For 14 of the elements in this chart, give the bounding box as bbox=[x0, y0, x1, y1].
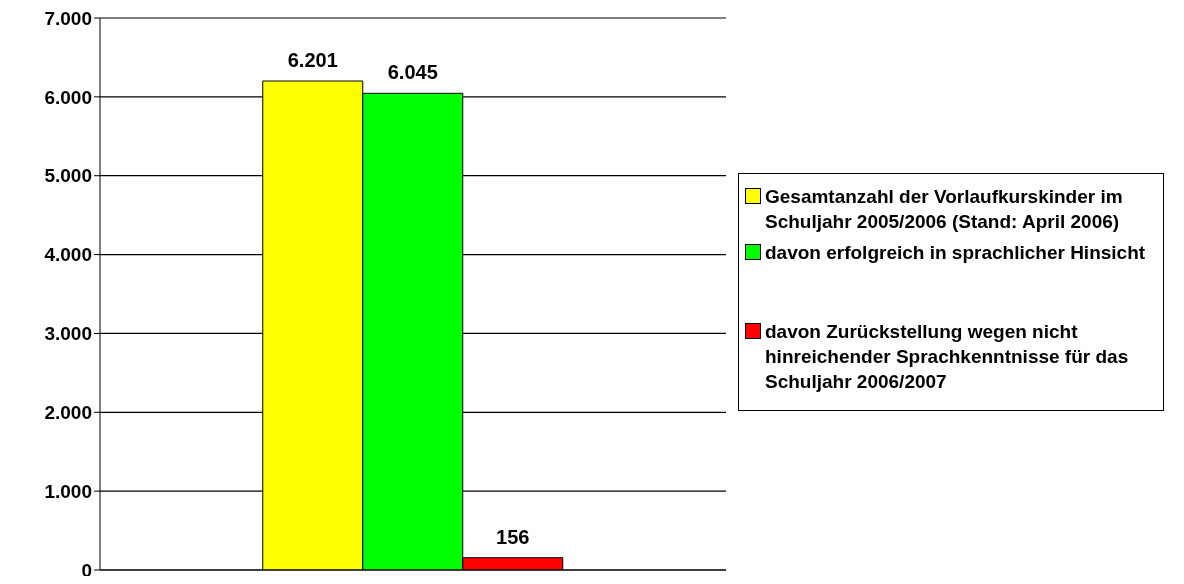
data-label: 156 bbox=[496, 525, 530, 548]
legend-label: davon erfolgreich in sprachlicher Hinsicht bbox=[765, 241, 1146, 265]
y-tick-label: 3.000 bbox=[44, 323, 92, 345]
data-label: 6.201 bbox=[287, 49, 338, 72]
data-label: 6.045 bbox=[387, 61, 438, 84]
y-tick-label: 4.000 bbox=[44, 244, 92, 266]
legend-label: davon Zurückstellung wegen nicht hinreichender Sprachkenntnisse für das Schuljahr 2006/2007 bbox=[765, 320, 1130, 394]
y-tick-label: 6.000 bbox=[44, 86, 92, 108]
y-tick-label: 7.000 bbox=[44, 7, 92, 29]
y-tick-label: 2.000 bbox=[44, 402, 92, 424]
y-tick-label: 5.000 bbox=[44, 165, 92, 187]
legend-label: Gesamtanzahl der Vorlaufkurskinder im Schuljahr 2005/2006 (Stand: April 2006) bbox=[765, 185, 1124, 234]
y-tick-label: 0 bbox=[81, 559, 92, 581]
y-tick-label: 1.000 bbox=[44, 480, 92, 502]
